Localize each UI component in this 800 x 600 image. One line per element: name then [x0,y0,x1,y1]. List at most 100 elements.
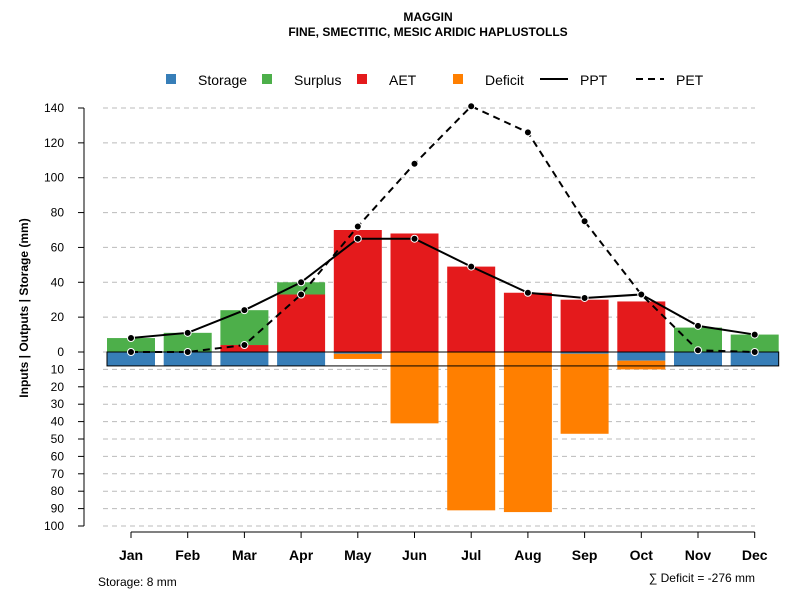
pet-point [750,348,759,356]
storage-bar [333,352,382,354]
y-tick-label: 60 [51,449,65,463]
surplus-bar [163,332,212,352]
pet-point [183,348,192,356]
y-tick-label: 40 [51,275,65,289]
legend-label-ppt: PPT [580,72,608,88]
storage-bar [617,352,666,361]
deficit-bar [617,360,666,370]
surplus-bar [220,310,269,346]
pet-point [637,290,646,299]
ppt-line [130,237,755,340]
y-tick-label: 100 [44,171,64,185]
y-tick-label: 120 [44,136,64,150]
aet-bar [333,230,382,352]
aet-bar [503,292,552,352]
x-tick-label: Feb [175,547,200,563]
pet-point [580,217,589,226]
legend-label-surplus: Surplus [294,72,341,88]
legend-swatch-deficit [453,74,463,84]
y-tick-label: 40 [51,415,65,429]
legend-label-deficit: Deficit [485,72,524,88]
x-tick-label: Jul [461,547,481,563]
chart-title: MAGGIN [403,10,452,24]
storage-bar [220,352,269,366]
ppt-point [127,334,135,343]
ppt-point [580,293,589,302]
y-tick-label: 70 [51,467,65,481]
x-tick-label: Jun [402,547,427,563]
lines [127,102,759,356]
storage-bar [163,352,212,366]
storage-capacity-band [106,351,780,367]
ppt-point [240,306,249,315]
surplus-bar [277,282,326,295]
legend-label-storage: Storage [198,72,247,88]
ppt-point [694,321,702,330]
aet-bar [277,294,326,352]
deficit-bar [560,353,609,434]
y-tick-label: 80 [51,484,65,498]
storage-bar [277,352,326,366]
y-tick-label: 60 [51,240,65,254]
y-axis-label: Inputs | Outputs | Storage (mm) [17,218,31,397]
y-tick-label: 20 [51,310,65,324]
storage-bar [674,352,722,366]
storage-bar [560,352,609,354]
x-tick-label: Mar [232,547,257,563]
storage-bar [107,352,155,366]
legend-swatch-aet [357,74,367,84]
ppt-point [183,328,192,337]
pet-point [467,102,476,111]
deficit-bar [503,352,552,513]
surplus-bar [730,334,779,352]
y-tick-label: 90 [51,502,65,516]
storage-note: Storage: 8 mm [98,575,177,589]
y-tick-label: 10 [51,362,65,376]
aet-bar [390,233,439,352]
pet-point [297,290,306,299]
aet-bar [560,299,609,352]
legend-swatch-storage [166,74,176,84]
x-tick-label: Dec [742,547,768,563]
x-tick-label: Nov [685,547,712,563]
x-tick-label: Apr [289,547,314,563]
y-tick-label: 0 [57,345,64,359]
pet-point [410,159,419,168]
deficit-bar [447,352,496,511]
surplus-bar [107,338,155,352]
x-tick-label: Aug [514,547,541,563]
pet-point [240,341,249,350]
deficit-bar [333,353,382,359]
ppt-point [297,278,306,287]
y-tick-label: 20 [51,380,65,394]
legend: Storage Surplus AET Deficit PPT PET [166,72,704,88]
y-tick-label: 80 [51,206,65,220]
axes: 0 20 40 60 80 100 120 140 10 20 30 40 50 60 70 80 90 100 J… [44,101,768,563]
legend-label-pet: PET [676,72,704,88]
deficit-note: ∑ Deficit = -276 mm [649,571,755,585]
bars [106,230,780,513]
aet-bar [447,266,496,352]
y-tick-label: 30 [51,397,65,411]
x-tick-label: Oct [630,547,654,563]
chart-subtitle: FINE, SMECTITIC, MESIC ARIDIC HAPLUSTOLL… [288,25,567,39]
x-tick-label: May [344,547,371,563]
deficit-bar [390,352,439,424]
y-tick-label: 50 [51,432,65,446]
x-tick-label: Sep [572,547,598,563]
ppt-point [410,234,419,243]
ppt-point [467,262,476,271]
legend-label-aet: AET [389,72,417,88]
aet-bar [617,301,666,352]
pet-point [523,128,532,137]
storage-bar [730,352,779,366]
pet-point [694,346,702,355]
x-tick-label: Jan [119,547,143,563]
ppt-point [750,330,759,339]
ppt-point [353,234,362,243]
y-tick-label: 140 [44,101,64,115]
ppt-point [523,288,532,297]
pet-point [353,222,362,231]
y-tick-label: 100 [44,519,64,533]
